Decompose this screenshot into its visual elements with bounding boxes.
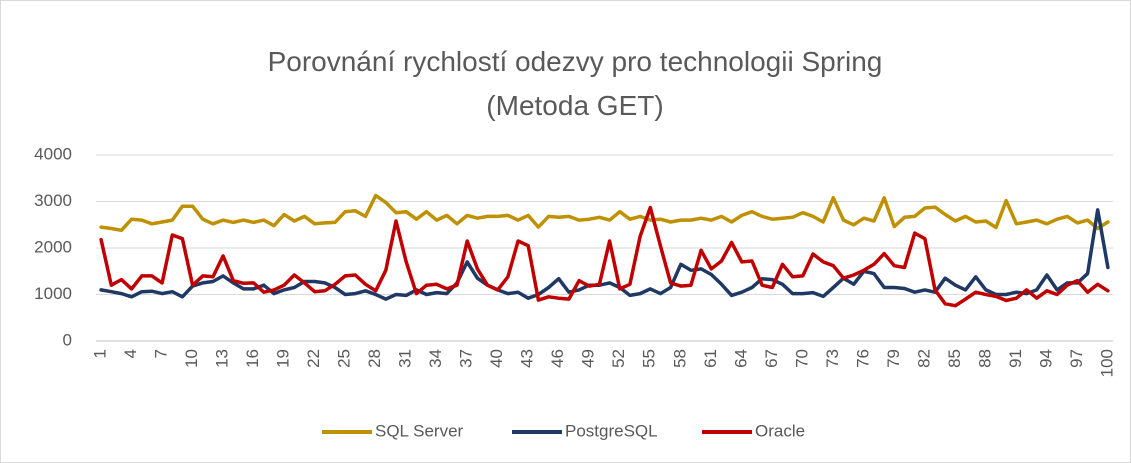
x-tick-label: 61 bbox=[701, 349, 720, 368]
x-tick-label: 73 bbox=[823, 349, 842, 368]
x-tick-label: 1 bbox=[91, 349, 110, 358]
x-tick-label: 79 bbox=[884, 349, 903, 368]
x-tick-label: 52 bbox=[609, 349, 628, 368]
x-tick-label: 46 bbox=[548, 349, 567, 368]
x-tick-label: 94 bbox=[1036, 349, 1055, 368]
x-tick-label: 97 bbox=[1067, 349, 1086, 368]
x-tick-label: 91 bbox=[1006, 349, 1025, 368]
y-tick-label: 0 bbox=[63, 330, 72, 349]
legend-label: SQL Server bbox=[375, 421, 464, 440]
x-tick-label: 82 bbox=[914, 349, 933, 368]
y-tick-label: 4000 bbox=[34, 144, 72, 163]
y-tick-label: 1000 bbox=[34, 284, 72, 303]
x-tick-label: 19 bbox=[274, 349, 293, 368]
series-line bbox=[99, 205, 1110, 308]
x-tick-label: 13 bbox=[213, 349, 232, 368]
x-tick-label: 4 bbox=[121, 349, 140, 358]
x-tick-label: 55 bbox=[640, 349, 659, 368]
x-tick-label: 40 bbox=[487, 349, 506, 368]
legend-label: PostgreSQL bbox=[565, 421, 658, 440]
x-tick-label: 31 bbox=[396, 349, 415, 368]
series-line bbox=[99, 193, 1110, 233]
x-tick-label: 37 bbox=[457, 349, 476, 368]
x-tick-label: 64 bbox=[731, 349, 750, 368]
x-tick-label: 70 bbox=[792, 349, 811, 368]
x-tick-label: 10 bbox=[182, 349, 201, 368]
x-tick-label: 58 bbox=[670, 349, 689, 368]
x-tick-label: 25 bbox=[335, 349, 354, 368]
y-tick-label: 3000 bbox=[34, 191, 72, 210]
x-tick-label: 100 bbox=[1097, 349, 1116, 377]
x-tick-label: 28 bbox=[365, 349, 384, 368]
x-tick-label: 85 bbox=[945, 349, 964, 368]
x-tick-label: 43 bbox=[518, 349, 537, 368]
y-tick-label: 2000 bbox=[34, 237, 72, 256]
chart-title: Porovnání rychlostí odezvy pro technolog… bbox=[267, 46, 883, 121]
x-tick-label: 7 bbox=[152, 349, 171, 358]
x-tick-label: 22 bbox=[304, 349, 323, 368]
x-tick-label: 16 bbox=[243, 349, 262, 368]
legend-label: Oracle bbox=[755, 421, 805, 440]
x-tick-label: 34 bbox=[426, 349, 445, 368]
x-tick-label: 76 bbox=[853, 349, 872, 368]
x-tick-label: 88 bbox=[975, 349, 994, 368]
x-tick-label: 67 bbox=[762, 349, 781, 368]
x-tick-label: 49 bbox=[579, 349, 598, 368]
